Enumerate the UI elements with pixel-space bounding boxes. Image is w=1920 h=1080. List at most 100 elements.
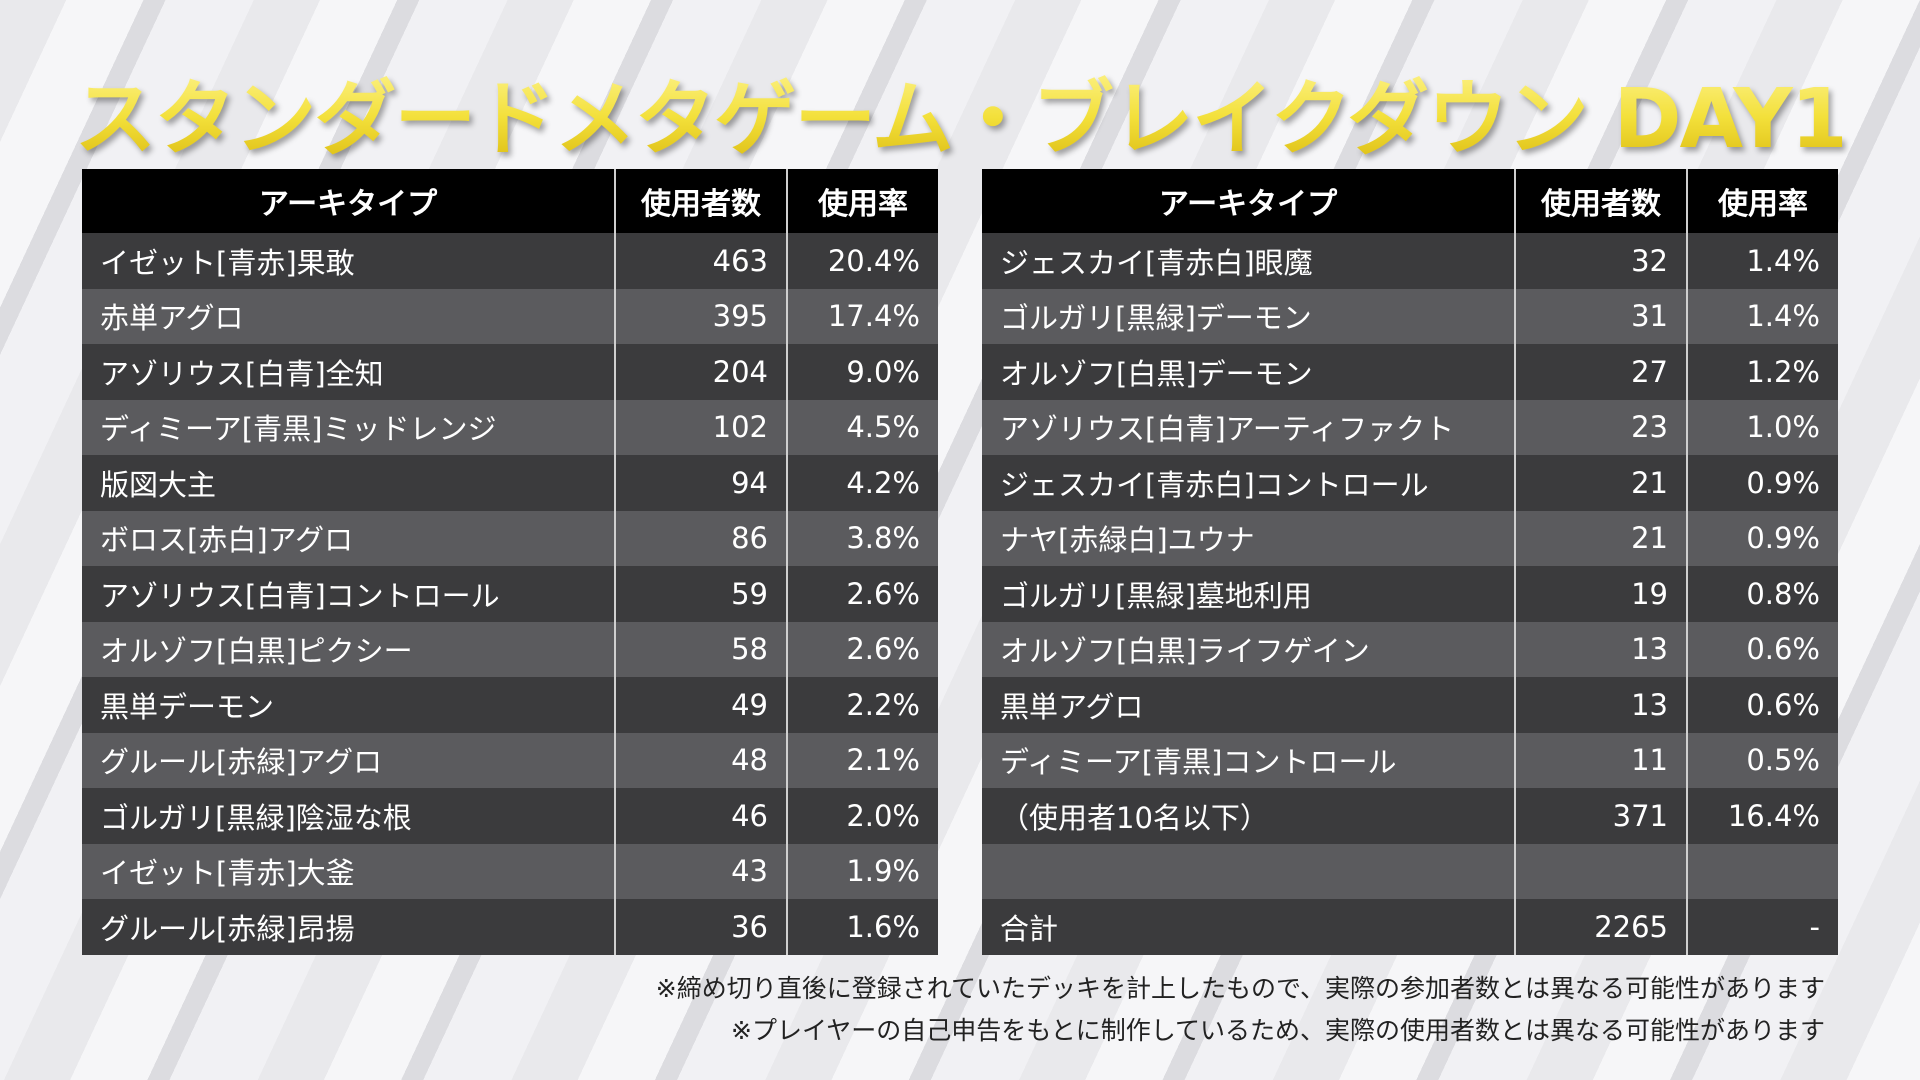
cell: 0.6% [1746, 632, 1820, 667]
cell: 395 [616, 288, 788, 344]
cell: ディミーア[青黒]コントロール [982, 732, 1516, 788]
note: ※締め切り直後に登録されていたデッキを計上したもので、実際の参加者数とは異なる可… [655, 974, 1825, 1003]
cell: ディミーア[青黒]ミッドレンジ [82, 399, 616, 455]
cell: 58 [616, 621, 788, 677]
cell: 9.0% [846, 354, 920, 389]
row: イゼット[青赤]大釜 43 1.9% [82, 843, 938, 899]
cell: ナヤ[赤緑白]ユウナ [982, 510, 1516, 566]
header-cell: 使用率 [818, 187, 908, 222]
cell: 4.5% [846, 410, 920, 445]
cell: 0.9% [1746, 521, 1820, 556]
cell: 0.8% [1746, 576, 1820, 611]
cell: 1.4% [1746, 299, 1820, 334]
empty-row [982, 843, 1838, 900]
header-cell: アーキタイプ [82, 169, 616, 233]
row: 黒単デーモン 49 2.2% [82, 677, 938, 733]
cell: 20.4% [827, 243, 920, 278]
cell: 43 [616, 843, 788, 899]
row: アゾリウス[白青]コントロール 59 2.6% [82, 566, 938, 622]
cell: ゴルガリ[黒緑]陰湿な根 [82, 788, 616, 844]
cell: 黒単デーモン [82, 677, 616, 733]
cell: 371 [1516, 788, 1688, 844]
cell [1516, 843, 1688, 899]
cell: 46 [616, 788, 788, 844]
cell: 31 [1516, 288, 1688, 344]
cell: - [1809, 909, 1820, 944]
row: ゴルガリ[黒緑]陰湿な根 46 2.0% [82, 788, 938, 844]
cell: 赤単アグロ [82, 288, 616, 344]
row: ジェスカイ[青赤白]コントロール 21 0.9% [982, 455, 1838, 511]
cell: 86 [616, 510, 788, 566]
cell [1688, 844, 1838, 900]
cell: 1.6% [846, 909, 920, 944]
cell: 1.0% [1746, 410, 1820, 445]
cell: イゼット[青赤]大釜 [82, 843, 616, 899]
cell: 13 [1516, 621, 1688, 677]
cell: 2.2% [846, 687, 920, 722]
cell: アゾリウス[白青]全知 [82, 344, 616, 400]
row: ナヤ[赤緑白]ユウナ 21 0.9% [982, 510, 1838, 566]
header-row: アーキタイプ 使用者数 使用率 [82, 169, 938, 233]
cell: 1.4% [1746, 243, 1820, 278]
row: グルール[赤緑]アグロ 48 2.1% [82, 732, 938, 788]
row: ゴルガリ[黒緑]墓地利用 19 0.8% [982, 566, 1838, 622]
cell: 94 [616, 455, 788, 511]
row: ゴルガリ[黒緑]デーモン 31 1.4% [982, 288, 1838, 344]
row: アゾリウス[白青]全知 204 9.0% [82, 344, 938, 400]
cell: ボロス[赤白]アグロ [82, 510, 616, 566]
header-cell: 使用者数 [616, 169, 788, 233]
notes: ※締め切り直後に登録されていたデッキを計上したもので、実際の参加者数とは異なる可… [656, 968, 1825, 1052]
row: （使用者10名以下） 371 16.4% [982, 788, 1838, 844]
cell: 1.2% [1746, 354, 1820, 389]
cell: 4.2% [846, 465, 920, 500]
cell: ジェスカイ[青赤白]コントロール [982, 455, 1516, 511]
cell: 21 [1516, 455, 1688, 511]
title: スタンダードメタゲーム・ブレイクダウン DAY1 [0, 52, 1920, 171]
cell: 2.6% [846, 576, 920, 611]
cell: 黒単アグロ [982, 677, 1516, 733]
row: 版図大主 94 4.2% [82, 455, 938, 511]
cell: 59 [616, 566, 788, 622]
row: ボロス[赤白]アグロ 86 3.8% [82, 510, 938, 566]
cell: 0.5% [1746, 743, 1820, 778]
cell: 2.1% [846, 743, 920, 778]
row: アゾリウス[白青]アーティファクト 23 1.0% [982, 399, 1838, 455]
cell: 23 [1516, 399, 1688, 455]
cell: アゾリウス[白青]コントロール [82, 566, 616, 622]
note: ※プレイヤーの自己申告をもとに制作しているため、実際の使用者数とは異なる可能性が… [731, 1016, 1825, 1045]
cell: ジェスカイ[青赤白]眼魔 [982, 233, 1516, 289]
cell: 版図大主 [82, 455, 616, 511]
row: オルゾフ[白黒]デーモン 27 1.2% [982, 344, 1838, 400]
table-left: アーキタイプ 使用者数 使用率 イゼット[青赤]果敢 463 20.4% 赤単アグロ 395 1… [82, 169, 938, 955]
row: ジェスカイ[青赤白]眼魔 32 1.4% [982, 233, 1838, 289]
cell: 48 [616, 732, 788, 788]
row: グルール[赤緑]昂揚 36 1.6% [82, 899, 938, 955]
header-cell: 使用者数 [1516, 169, 1688, 233]
cell: 19 [1516, 566, 1688, 622]
cell: 204 [616, 344, 788, 400]
cell: 2.6% [846, 632, 920, 667]
header-row: アーキタイプ 使用者数 使用率 [982, 169, 1838, 233]
cell: （使用者10名以下） [982, 788, 1516, 844]
cell: アゾリウス[白青]アーティファクト [982, 399, 1516, 455]
cell: 2265 [1516, 899, 1688, 955]
total-row: 合計 2265 - [982, 899, 1838, 955]
cell: 463 [616, 233, 788, 289]
cell: 13 [1516, 677, 1688, 733]
cell: グルール[赤緑]昂揚 [82, 899, 616, 955]
header-cell: アーキタイプ [982, 169, 1516, 233]
row: 黒単アグロ 13 0.6% [982, 677, 1838, 733]
cell: 16.4% [1727, 798, 1820, 833]
cell: 0.9% [1746, 465, 1820, 500]
cell [982, 843, 1516, 899]
cell: オルゾフ[白黒]ピクシー [82, 621, 616, 677]
cell: 11 [1516, 732, 1688, 788]
cell: 合計 [982, 899, 1516, 955]
cell: 21 [1516, 510, 1688, 566]
cell: ゴルガリ[黒緑]墓地利用 [982, 566, 1516, 622]
cell: イゼット[青赤]果敢 [82, 233, 616, 289]
cell: 3.8% [846, 521, 920, 556]
cell: 32 [1516, 233, 1688, 289]
cell: ゴルガリ[黒緑]デーモン [982, 288, 1516, 344]
